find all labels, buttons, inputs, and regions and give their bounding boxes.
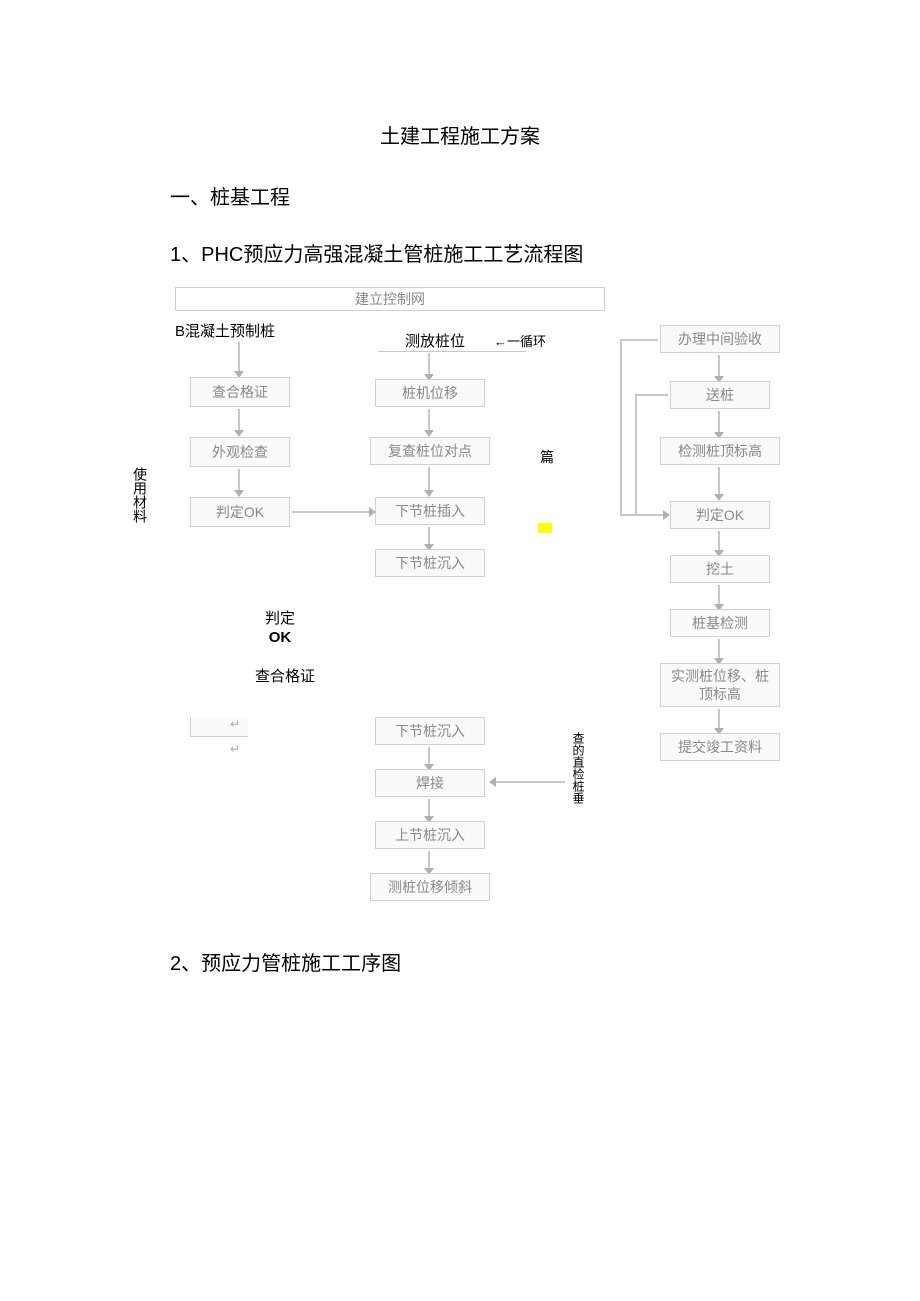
node-top-banner: 建立控制网 <box>175 287 605 311</box>
node-b2-1: 下节桩沉入 <box>375 717 485 745</box>
node-b2: 复查桩位对点 <box>370 437 490 465</box>
node-c7: 实测桩位移、桩顶标高 <box>660 663 780 707</box>
node-a3: 判定OK <box>190 497 290 527</box>
node-c8: 提交竣工资料 <box>660 733 780 761</box>
node-a2: 外观检查 <box>190 437 290 467</box>
node-c5: 挖土 <box>670 555 770 583</box>
label-col-b-loop: ←一循环 <box>480 329 560 351</box>
sidebar-left: 使用材料 <box>130 467 150 523</box>
node-b2-3: 上节桩沉入 <box>375 821 485 849</box>
doc-title: 土建工程施工方案 <box>170 120 750 149</box>
flowchart: 建立控制网 B混凝土预制桩 测放桩位 ←一循环 使用材料 查合格证 外观检查 判… <box>160 287 840 947</box>
node-b4: 下节桩沉入 <box>375 549 485 577</box>
node-c6: 桩基检测 <box>670 609 770 637</box>
node-c4: 判定OK <box>670 501 770 529</box>
mark-pian: 篇 <box>532 447 562 467</box>
yellow-mark <box>538 523 552 533</box>
section-1-2: 2、预应力管桩施工工序图 <box>170 947 750 976</box>
enter-2: ↵ <box>230 742 240 756</box>
node-a1: 查合格证 <box>190 377 290 407</box>
section-1: 一、桩基工程 <box>170 181 750 210</box>
node-c3: 检测桩顶标高 <box>660 437 780 465</box>
node-c1: 办理中间验收 <box>660 325 780 353</box>
sidebar-right: 查的直检桩垂 <box>570 732 587 804</box>
node-b2-2: 焊接 <box>375 769 485 797</box>
node-b2-4: 测桩位移倾斜 <box>370 873 490 901</box>
section-1-1: 1、PHC预应力高强混凝土管桩施工工艺流程图 <box>170 238 750 267</box>
enter-1: ↵ <box>230 717 240 731</box>
node-b1: 桩机位移 <box>375 379 485 407</box>
mid-l2: OK <box>250 627 310 647</box>
node-c2: 送桩 <box>670 381 770 409</box>
label-col-a: B混凝土预制桩 <box>150 319 300 341</box>
mid-l3: 查合格证 <box>240 665 330 685</box>
label-col-b-start: 测放桩位 <box>390 329 480 351</box>
node-b3: 下节桩插入 <box>375 497 485 525</box>
mid-l1: 判定 <box>250 607 310 627</box>
